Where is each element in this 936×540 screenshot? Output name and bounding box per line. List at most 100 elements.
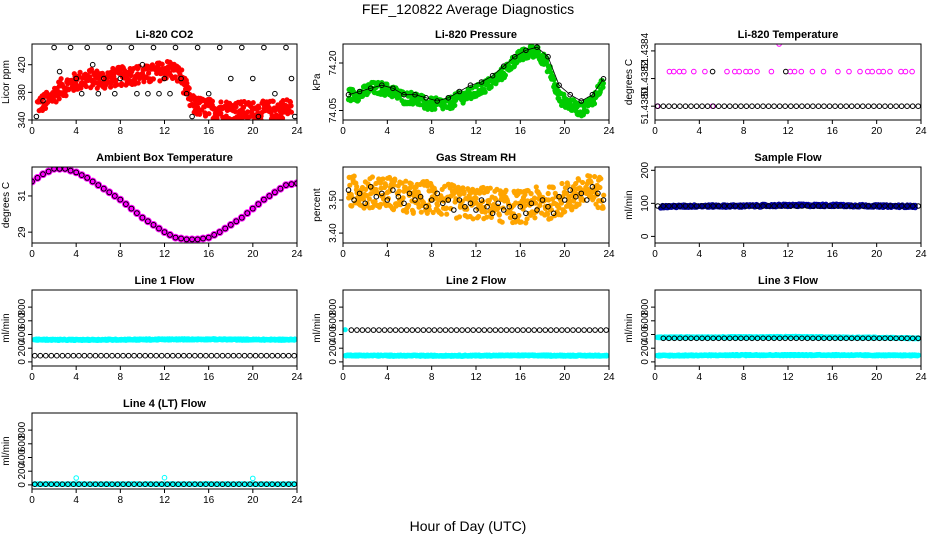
data-point [909, 203, 916, 209]
data-point [810, 335, 816, 342]
plot-area [655, 333, 921, 359]
data-point [189, 113, 195, 120]
data-point [345, 91, 352, 98]
x-tick-label: 8 [429, 249, 435, 260]
x-tick-label: 12 [782, 126, 794, 137]
data-point [426, 327, 432, 333]
x-tick-label: 12 [782, 372, 794, 383]
data-point [420, 327, 427, 333]
data-point [456, 214, 463, 220]
data-point [250, 75, 256, 82]
data-point [467, 200, 474, 207]
x-tick-label: 0 [29, 126, 35, 137]
data-point [776, 203, 783, 209]
data-point [114, 352, 121, 359]
y-tick-label: 51.4382 [640, 60, 651, 97]
data-point [445, 95, 452, 101]
data-point [721, 103, 728, 109]
data-point [434, 190, 441, 197]
y-tick-label: 31 [17, 190, 28, 202]
data-point [902, 68, 909, 75]
data-point [545, 53, 551, 60]
data-point [721, 335, 728, 342]
data-point [359, 327, 366, 333]
data-point [161, 229, 168, 236]
data-point [815, 203, 822, 209]
data-point [765, 335, 772, 342]
y-axis-label: ml/min [312, 313, 323, 342]
data-point [510, 211, 517, 217]
data-point [216, 44, 223, 51]
data-point [456, 197, 463, 203]
y-tick-label: 200 [17, 462, 28, 479]
data-point [860, 103, 866, 109]
series-1 [32, 336, 297, 344]
data-point [760, 203, 766, 209]
data-point [438, 211, 445, 217]
data-point [401, 200, 407, 207]
data-point [545, 190, 551, 197]
data-point [261, 44, 267, 51]
y-tick-label: 29 [17, 226, 28, 238]
series-2 [655, 103, 921, 109]
data-point [743, 335, 750, 342]
plot-frame [31, 43, 298, 121]
data-point [500, 207, 507, 213]
data-point [570, 327, 576, 333]
data-point [587, 173, 593, 179]
data-point [760, 335, 766, 342]
x-tick-label: 0 [340, 372, 346, 383]
data-point [727, 335, 733, 342]
data-point [809, 68, 816, 75]
data-point [559, 327, 565, 333]
data-point [111, 193, 118, 199]
data-point [183, 236, 190, 243]
x-tick-label: 20 [559, 126, 571, 137]
x-tick-label: 12 [159, 495, 171, 506]
data-point [754, 68, 760, 75]
data-point [542, 327, 549, 333]
data-point [898, 103, 905, 109]
data-point [178, 75, 184, 82]
data-point [390, 207, 397, 213]
data-point [478, 197, 485, 203]
y-tick-label: 800 [17, 421, 28, 438]
data-point [682, 335, 689, 342]
data-point [117, 196, 124, 203]
data-point [592, 327, 598, 333]
data-point [400, 195, 406, 201]
data-point [384, 197, 391, 203]
data-point [503, 187, 509, 193]
data-point [666, 335, 672, 342]
data-point [391, 182, 397, 188]
data-point [288, 75, 295, 82]
data-point [92, 352, 99, 359]
data-point [183, 90, 190, 97]
data-point [677, 203, 683, 209]
series-1 [343, 352, 609, 359]
x-tick-label: 4 [697, 372, 703, 383]
data-point [142, 352, 148, 359]
data-point [272, 90, 278, 97]
x-tick-label: 12 [470, 126, 482, 137]
data-point [78, 90, 85, 97]
data-point [227, 222, 234, 228]
data-point [349, 203, 355, 209]
plot-area [655, 201, 921, 211]
panel-title: Li-820 CO2 [136, 29, 193, 41]
x-tick-label: 0 [340, 249, 346, 260]
data-point [478, 79, 485, 85]
data-point [363, 186, 369, 192]
data-point [893, 335, 899, 342]
data-point [788, 203, 794, 209]
data-point [563, 190, 570, 196]
data-point [660, 103, 667, 109]
data-point [56, 68, 63, 75]
data-point [682, 103, 689, 109]
data-point [887, 335, 894, 342]
data-point [376, 327, 382, 333]
series-2 [32, 167, 297, 243]
data-point [158, 352, 165, 359]
